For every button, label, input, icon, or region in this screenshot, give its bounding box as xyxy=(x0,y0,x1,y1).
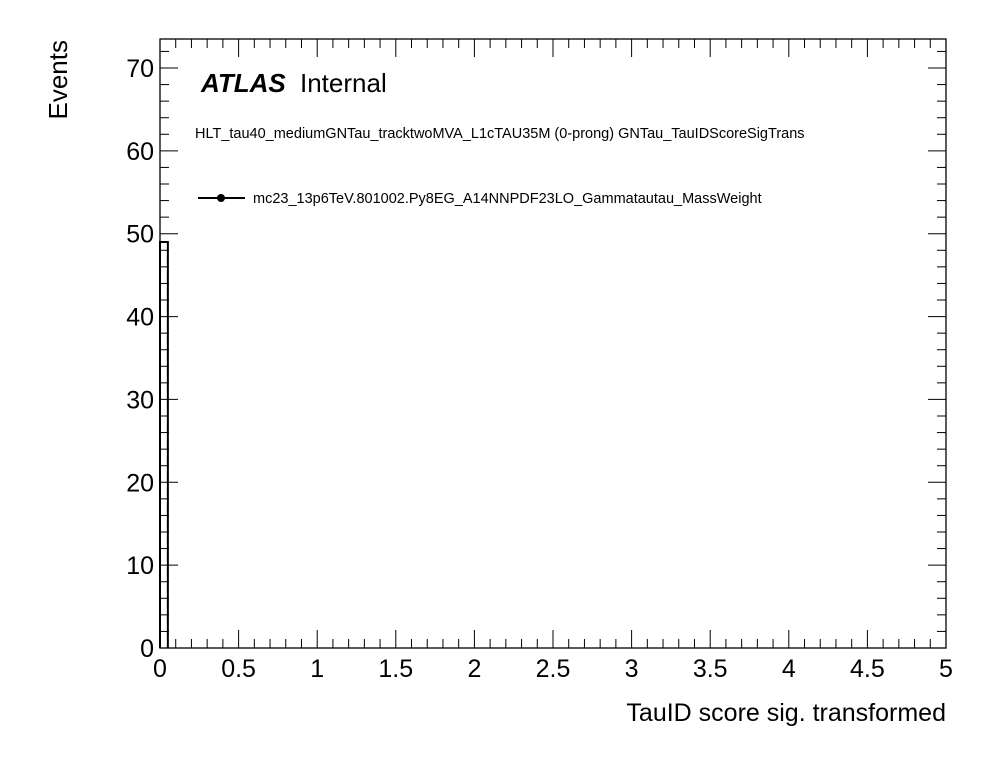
x-axis-title: TauID score sig. transformed xyxy=(626,699,946,727)
histogram-bin xyxy=(159,241,169,648)
x-tick-label: 4.5 xyxy=(850,655,885,683)
legend-marker xyxy=(217,194,225,202)
x-tick-label: 3 xyxy=(625,655,639,683)
y-tick-label: 30 xyxy=(126,386,154,414)
y-axis-title: Events xyxy=(43,40,73,120)
x-tick-label: 0.5 xyxy=(221,655,256,683)
atlas-status-label: Internal xyxy=(300,68,387,98)
x-tick-label: 5 xyxy=(939,655,953,683)
legend-entry-label: mc23_13p6TeV.801002.Py8EG_A14NNPDF23LO_G… xyxy=(253,191,762,207)
y-tick-label: 20 xyxy=(126,469,154,497)
y-tick-label: 40 xyxy=(126,304,154,332)
y-tick-label: 60 xyxy=(126,138,154,166)
selection-label: HLT_tau40_mediumGNTau_tracktwoMVA_L1cTAU… xyxy=(195,126,805,142)
y-tick-label: 10 xyxy=(126,552,154,580)
y-tick-label: 50 xyxy=(126,221,154,249)
x-tick-label: 1.5 xyxy=(378,655,413,683)
x-tick-label: 4 xyxy=(782,655,796,683)
x-tick-label: 0 xyxy=(153,655,167,683)
y-tick-label: 70 xyxy=(126,55,154,83)
x-tick-label: 2.5 xyxy=(536,655,571,683)
x-tick-label: 1 xyxy=(310,655,324,683)
atlas-label: ATLAS xyxy=(200,68,286,98)
x-tick-label: 2 xyxy=(467,655,481,683)
legend: mc23_13p6TeV.801002.Py8EG_A14NNPDF23LO_G… xyxy=(198,191,762,207)
y-tick-label: 0 xyxy=(140,635,154,663)
x-tick-label: 3.5 xyxy=(693,655,728,683)
